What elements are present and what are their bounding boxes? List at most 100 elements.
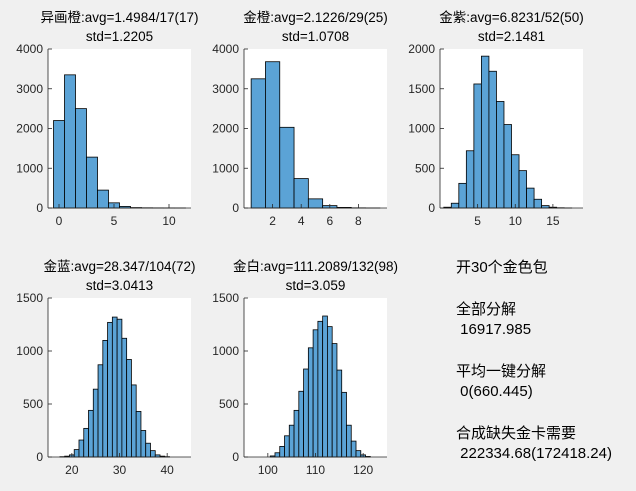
histogram-bar bbox=[279, 126, 295, 209]
y-tick-label: 4000 bbox=[212, 42, 239, 56]
histogram-subtitle: std=1.2205 bbox=[86, 29, 153, 44]
histogram-bar bbox=[102, 339, 108, 458]
x-tick-label: 10 bbox=[509, 214, 523, 228]
histogram-bar bbox=[274, 452, 281, 458]
histogram-bar bbox=[86, 156, 98, 209]
y-tick-label: 1000 bbox=[16, 161, 43, 175]
histogram-bar bbox=[92, 388, 99, 458]
histogram-bar bbox=[307, 347, 314, 458]
histogram-bar bbox=[107, 321, 113, 458]
histogram-bar bbox=[140, 430, 147, 458]
histogram-bar bbox=[511, 154, 520, 209]
histogram-bar bbox=[331, 343, 338, 458]
x-tick-label: 110 bbox=[306, 463, 325, 477]
x-tick-label: 100 bbox=[258, 463, 278, 477]
histogram-bar bbox=[88, 409, 94, 458]
y-tick-label: 2000 bbox=[16, 122, 43, 136]
histogram-bar bbox=[116, 318, 123, 458]
y-tick-label: 0 bbox=[232, 201, 239, 215]
histogram-bar bbox=[279, 445, 285, 458]
histogram-bar bbox=[307, 198, 324, 209]
histogram-bar bbox=[135, 411, 142, 458]
pack-count-label: 开30个金色包 bbox=[456, 259, 548, 276]
histogram-bar bbox=[341, 391, 347, 458]
y-tick-label: 500 bbox=[219, 397, 239, 411]
y-tick-label: 3000 bbox=[16, 82, 43, 96]
histogram-bar bbox=[458, 182, 467, 209]
histogram-bar bbox=[518, 170, 527, 209]
y-tick-label: 500 bbox=[415, 161, 435, 175]
histogram-subtitle: std=3.0413 bbox=[86, 278, 153, 293]
histogram-bar bbox=[64, 74, 76, 209]
histogram-bar bbox=[111, 316, 118, 458]
x-tick-label: 2 bbox=[269, 214, 276, 228]
histogram-bar bbox=[53, 120, 65, 209]
x-tick-label: 0 bbox=[56, 214, 63, 228]
x-tick-label: 8 bbox=[355, 214, 362, 228]
histogram-bar bbox=[150, 450, 156, 458]
full-decompose-value: 16917.985 bbox=[456, 321, 532, 338]
x-tick-label: 6 bbox=[326, 214, 333, 228]
histogram-bar bbox=[83, 427, 89, 458]
histogram-bar bbox=[131, 384, 137, 458]
histogram-bar bbox=[97, 364, 104, 458]
average-decompose-label: 平均一键分解 bbox=[456, 363, 547, 380]
histogram-bar bbox=[503, 124, 512, 209]
histogram-subtitle: std=3.059 bbox=[286, 278, 346, 293]
y-tick-label: 0 bbox=[36, 450, 43, 464]
x-tick-label: 120 bbox=[353, 463, 373, 477]
y-tick-label: 1000 bbox=[16, 344, 43, 358]
synthesis-cost-value: 222334.68(172418.24) bbox=[456, 445, 612, 462]
x-tick-label: 15 bbox=[546, 214, 560, 228]
y-tick-label: 1500 bbox=[408, 82, 435, 96]
x-tick-label: 20 bbox=[65, 463, 79, 477]
x-tick-label: 5 bbox=[111, 214, 118, 228]
histogram-bar bbox=[465, 150, 475, 209]
y-tick-label: 2000 bbox=[212, 122, 239, 136]
histogram-bar bbox=[496, 101, 505, 209]
x-tick-label: 40 bbox=[160, 463, 174, 477]
histogram-title: 金橙:avg=2.1226/29(25) bbox=[243, 10, 387, 25]
average-decompose-value: 0(660.445) bbox=[456, 383, 533, 400]
y-tick-label: 0 bbox=[428, 201, 435, 215]
histogram-bar bbox=[355, 450, 362, 458]
histogram-4: 0 500 1000 1500 20 30 40 金蓝:avg=28.347/104(72) s… bbox=[16, 259, 195, 477]
y-tick-label: 0 bbox=[232, 450, 239, 464]
y-tick-label: 1500 bbox=[212, 291, 239, 305]
histogram-bar bbox=[303, 368, 309, 458]
y-tick-label: 0 bbox=[36, 201, 43, 215]
histogram-bar bbox=[526, 187, 535, 209]
histogram-bar bbox=[288, 424, 295, 458]
y-tick-label: 3000 bbox=[212, 82, 239, 96]
histogram-bar bbox=[265, 61, 281, 209]
histogram-bar bbox=[250, 78, 266, 209]
histogram-bar bbox=[350, 440, 357, 458]
histogram-bar bbox=[480, 55, 490, 209]
histogram-bar bbox=[317, 320, 324, 458]
histogram-title: 金白:avg=111.2089/132(98) bbox=[233, 259, 398, 274]
histogram-bar bbox=[97, 189, 109, 209]
histogram-bar bbox=[336, 369, 343, 458]
histogram-bar bbox=[126, 359, 132, 458]
histogram-bar bbox=[284, 435, 290, 458]
full-decompose-label: 全部分解 bbox=[456, 301, 517, 318]
histogram-bar bbox=[488, 70, 497, 209]
histogram-3: 0 500 1000 1500 2000 5 10 15 金紫:avg=6.8231/52(50… bbox=[408, 10, 583, 228]
histogram-subtitle: std=1.0708 bbox=[282, 29, 349, 44]
y-tick-label: 2000 bbox=[408, 42, 435, 56]
y-tick-label: 1500 bbox=[16, 291, 43, 305]
summary-panel: 开30个金色包 全部分解 16917.985 平均一键分解 0(660.445)… bbox=[456, 258, 631, 464]
histogram-5: 0 500 1000 1500 100 110 120 金白:avg=111.2089/132… bbox=[212, 259, 398, 477]
histogram-bar bbox=[73, 449, 80, 458]
y-tick-label: 500 bbox=[23, 397, 43, 411]
histogram-bar bbox=[78, 439, 85, 458]
histogram-bar bbox=[327, 326, 333, 458]
x-tick-label: 10 bbox=[162, 214, 176, 228]
histogram-bar bbox=[293, 409, 300, 458]
histogram-bar bbox=[298, 390, 304, 458]
histogram-bar bbox=[322, 315, 328, 458]
x-tick-label: 30 bbox=[113, 463, 127, 477]
histogram-bar bbox=[312, 329, 319, 458]
x-tick-label: 5 bbox=[474, 214, 481, 228]
